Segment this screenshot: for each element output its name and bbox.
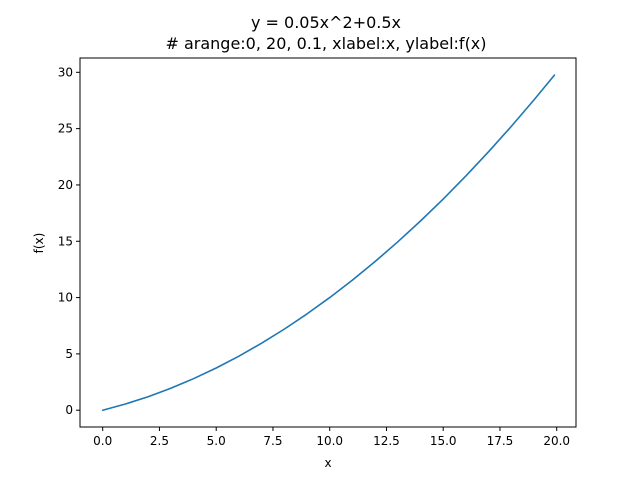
x-axis-label: x xyxy=(324,456,331,470)
x-tick-label: 7.5 xyxy=(263,434,282,448)
x-tick-label: 2.5 xyxy=(150,434,169,448)
chart-title: y = 0.05x^2+0.5x xyxy=(251,13,401,32)
axes-frame xyxy=(79,57,577,428)
y-tick-label: 25 xyxy=(58,122,73,136)
x-tick-label: 0.0 xyxy=(93,434,112,448)
y-tick-label: 30 xyxy=(58,65,73,79)
y-axis-label: f(x) xyxy=(32,233,46,254)
y-tick-label: 0 xyxy=(65,403,73,417)
x-tick-label: 20.0 xyxy=(543,434,570,448)
y-tick-label: 10 xyxy=(58,291,73,305)
x-tick-label: 17.5 xyxy=(487,434,514,448)
y-tick-label: 15 xyxy=(58,234,73,248)
x-tick-label: 12.5 xyxy=(373,434,400,448)
plot-area: 0.0 2.5 5.0 7.5 10.0 12.5 15.0 17.5 20.0 0 5 10 15 20… xyxy=(58,57,577,448)
x-tick-label: 5.0 xyxy=(207,434,226,448)
x-tick-label: 15.0 xyxy=(430,434,457,448)
series-line-0 xyxy=(101,74,556,412)
y-tick-label: 5 xyxy=(65,347,73,361)
y-tick-label: 20 xyxy=(58,178,73,192)
chart-subtitle: # arange:0, 20, 0.1, xlabel:x, ylabel:f(… xyxy=(165,34,486,53)
x-tick-label: 10.0 xyxy=(316,434,343,448)
